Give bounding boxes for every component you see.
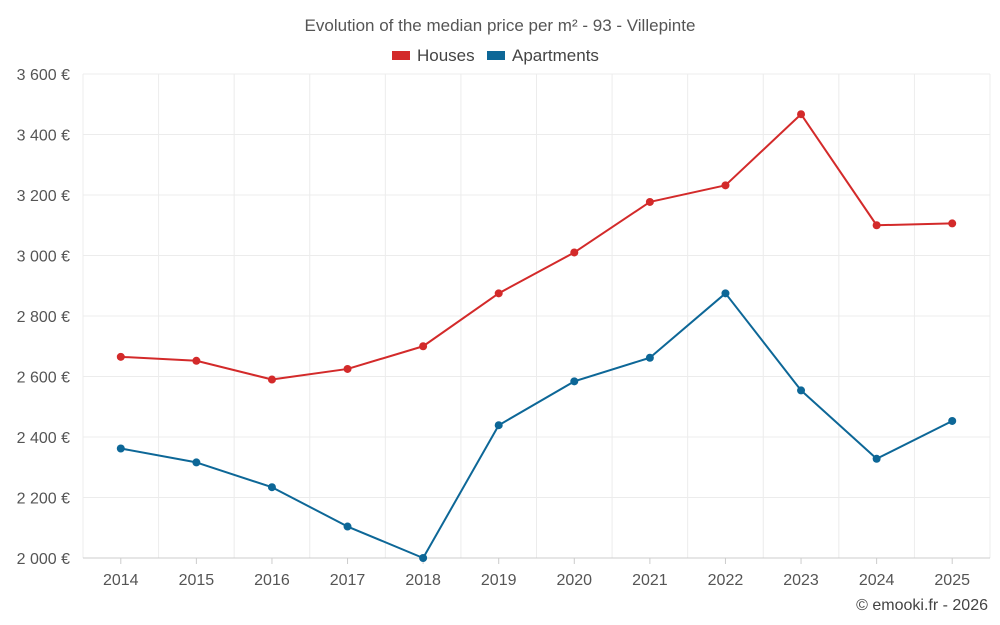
x-tick-label: 2025 <box>934 572 970 589</box>
x-tick-label: 2016 <box>254 572 290 589</box>
axes: 2 000 € 2 200 € 2 400 € 2 600 € 2 800 € 3 000… <box>17 67 990 589</box>
data-point-houses <box>721 181 730 190</box>
data-point-houses <box>872 221 881 230</box>
y-tick-label: 2 200 € <box>17 491 70 508</box>
chart-title: Evolution of the median price per m² - 9… <box>305 16 696 35</box>
data-point-apartments <box>419 554 428 562</box>
x-tick-label: 2019 <box>481 572 517 589</box>
legend-label-houses: Houses <box>417 46 475 65</box>
data-point-apartments <box>116 444 125 453</box>
data-point-houses <box>948 219 957 228</box>
data-point-apartments <box>343 522 352 531</box>
data-point-apartments <box>494 421 503 430</box>
legend-swatch-apartments <box>487 51 505 60</box>
series-line-apartments <box>120 292 953 559</box>
x-tick-label: 2022 <box>708 572 744 589</box>
data-point-houses <box>645 197 654 206</box>
x-tick-label: 2014 <box>103 572 139 589</box>
data-point-apartments <box>192 458 201 467</box>
y-tick-label: 3 600 € <box>17 67 70 84</box>
credit-text: © emooki.fr - 2026 <box>856 597 988 614</box>
data-point-apartments <box>267 483 276 492</box>
series-apartments <box>116 289 957 562</box>
data-point-apartments <box>721 289 730 298</box>
legend-swatch-houses <box>392 51 410 60</box>
x-tick-label: 2020 <box>556 572 592 589</box>
series-line-houses <box>120 113 953 381</box>
x-tick-label: 2021 <box>632 572 668 589</box>
y-tick-label: 3 000 € <box>17 249 70 266</box>
series-houses <box>116 110 957 384</box>
series <box>116 110 957 562</box>
data-point-apartments <box>872 454 881 463</box>
x-tick-label: 2023 <box>783 572 819 589</box>
data-point-houses <box>267 375 276 384</box>
y-tick-label: 2 600 € <box>17 370 70 387</box>
data-point-houses <box>494 289 503 298</box>
x-tick-label: 2015 <box>179 572 215 589</box>
data-point-houses <box>343 364 352 373</box>
data-point-houses <box>192 356 201 365</box>
data-point-apartments <box>948 416 957 425</box>
legend: Houses Apartments <box>392 46 599 65</box>
x-tick-label: 2024 <box>859 572 895 589</box>
data-point-apartments <box>797 386 806 395</box>
legend-label-apartments: Apartments <box>512 46 599 65</box>
x-tick-label: 2018 <box>405 572 441 589</box>
y-tick-label: 2 400 € <box>17 430 70 447</box>
data-point-houses <box>419 342 428 351</box>
data-point-apartments <box>645 353 654 362</box>
y-tick-label: 2 800 € <box>17 309 70 326</box>
y-tick-label: 2 000 € <box>17 551 70 568</box>
x-tick-label: 2017 <box>330 572 366 589</box>
data-point-apartments <box>570 377 579 386</box>
data-point-houses <box>797 110 806 119</box>
data-point-houses <box>116 352 125 361</box>
y-tick-label: 3 200 € <box>17 188 70 205</box>
y-tick-label: 3 400 € <box>17 128 70 145</box>
grid <box>82 73 991 559</box>
data-point-houses <box>570 248 579 257</box>
